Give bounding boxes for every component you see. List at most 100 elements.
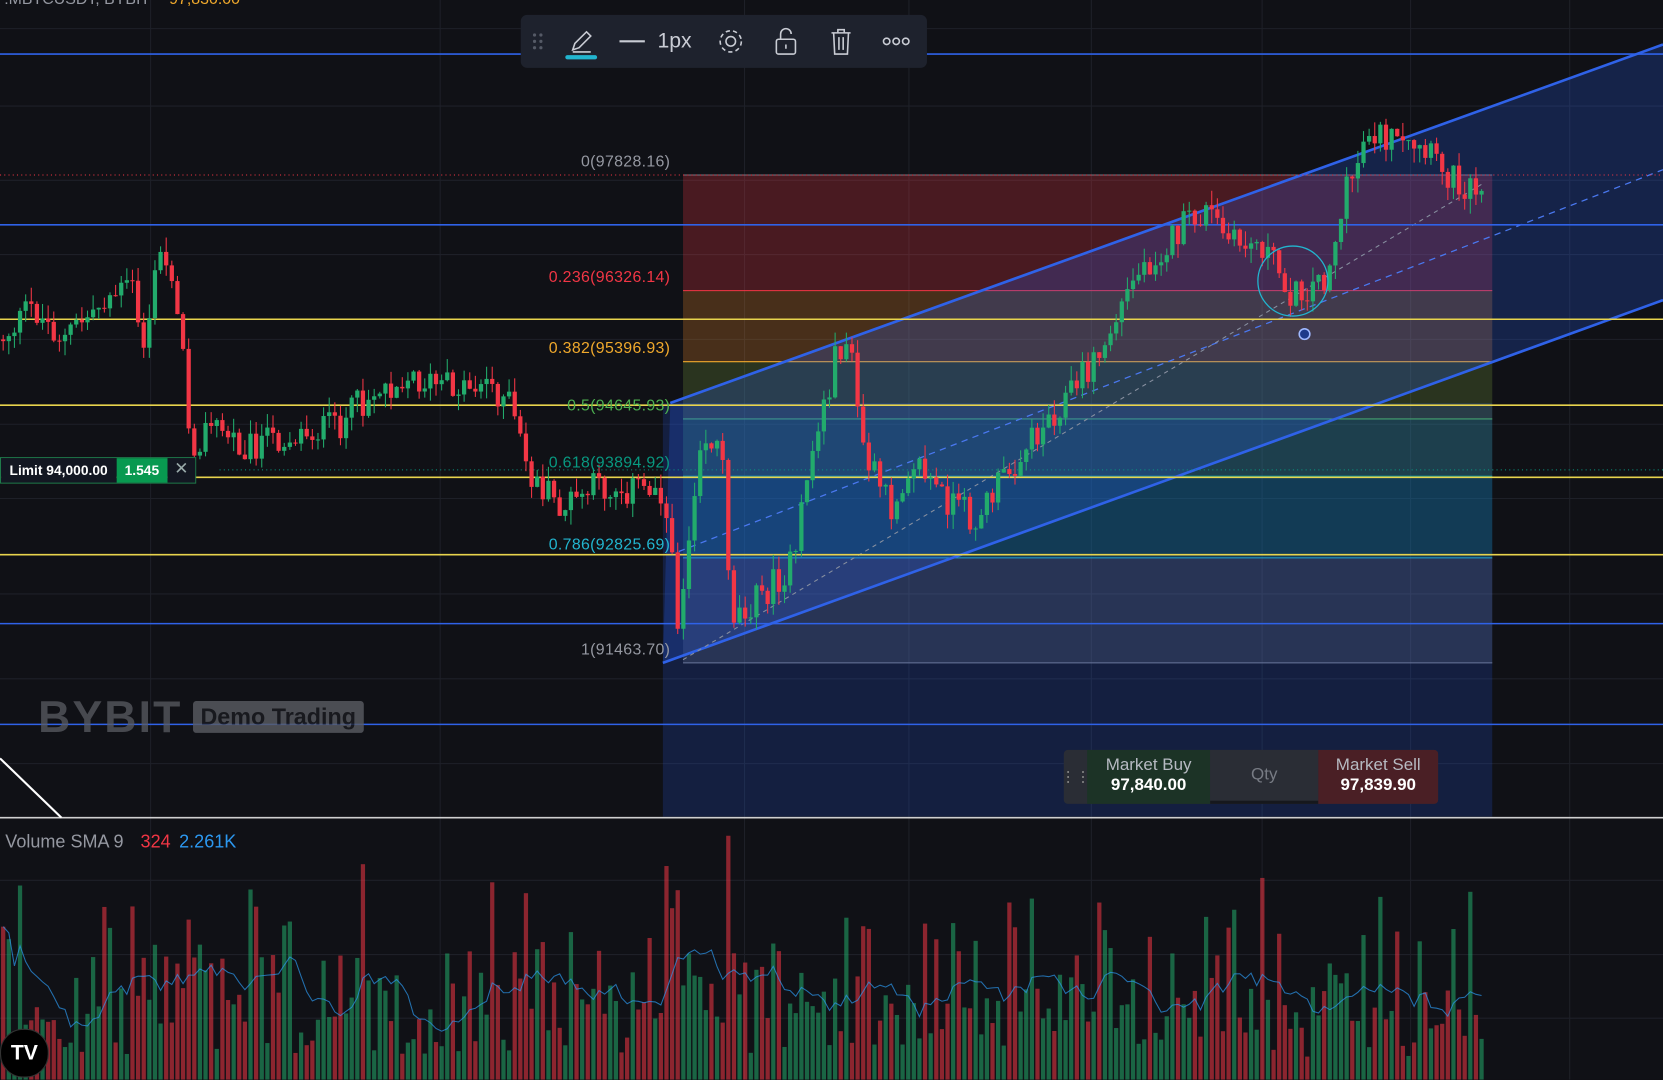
candle-body (1288, 291, 1293, 306)
candle-body (771, 569, 776, 605)
volume-bar (17, 885, 23, 1080)
volume-bar (220, 958, 225, 1080)
volume-label: Volume SMA 9 (5, 831, 124, 852)
candle-body (1468, 178, 1473, 199)
market-sell-price: 97,839.90 (1340, 776, 1417, 795)
candle-body (12, 332, 17, 337)
candle-body (332, 412, 337, 416)
volume-bar (613, 1001, 619, 1080)
candle-body (1473, 178, 1479, 195)
candle-body (1142, 262, 1147, 275)
candle-body (743, 607, 748, 619)
candle-body (119, 282, 124, 296)
candle-body (894, 501, 900, 520)
candle-body (1428, 143, 1434, 158)
qty-input[interactable]: Qty (1210, 749, 1319, 804)
drag-handle-icon[interactable] (521, 15, 555, 68)
volume-bar (641, 1002, 647, 1080)
candle-body (816, 431, 821, 451)
volume-bar (889, 1003, 894, 1080)
candle-body (276, 432, 281, 451)
candle-body (518, 416, 523, 434)
candle-body (96, 307, 101, 310)
candle-body (585, 493, 590, 496)
volume-bar (304, 1045, 309, 1080)
volume-bar (377, 977, 382, 1080)
volume-bar (1372, 1007, 1377, 1080)
candle-body (1277, 250, 1282, 274)
volume-bar (703, 1010, 708, 1080)
candle-body (62, 334, 68, 342)
candle-body (248, 433, 253, 460)
candle-body (726, 459, 731, 571)
volume-bar (788, 1003, 793, 1080)
limit-order-tag[interactable]: Limit 94,000.00 1.545 ✕ (0, 457, 197, 484)
settings-icon[interactable] (703, 15, 758, 68)
candle-body (596, 473, 602, 478)
candle-body (1299, 281, 1304, 301)
volume-bar (1159, 1039, 1164, 1080)
volume-legend[interactable]: Volume SMA 9 324 2.261K (5, 832, 236, 853)
volume-bar (147, 999, 152, 1080)
volume-bar (298, 1032, 304, 1080)
candle-body (821, 399, 826, 432)
volume-bar (506, 1050, 512, 1080)
market-sell-button[interactable]: Market Sell 97,839.90 (1318, 749, 1439, 804)
candle-body (563, 510, 568, 516)
candle-body (29, 301, 34, 304)
market-buy-button[interactable]: Market Buy 97,840.00 (1087, 749, 1211, 804)
volume-bar (1383, 1019, 1389, 1080)
candle-body (1406, 140, 1411, 142)
candle-body (1456, 165, 1462, 195)
candle-body (906, 478, 911, 494)
volume-bar (759, 966, 765, 1080)
candle-body (692, 496, 697, 541)
volume-bar (911, 1003, 916, 1080)
pencil-icon[interactable] (555, 15, 608, 68)
volume-bar (838, 1031, 843, 1080)
volume-bar (596, 950, 602, 1080)
candle-body (433, 373, 439, 385)
candle-body (782, 585, 787, 592)
candle-body (1091, 352, 1096, 382)
candle-body (669, 518, 675, 553)
candle-body (934, 477, 939, 485)
candle-body (192, 428, 197, 456)
candle-body (304, 428, 309, 437)
volume-bar (799, 972, 804, 1080)
close-icon[interactable]: ✕ (167, 458, 196, 483)
candle-body (1119, 301, 1124, 323)
candle-body (17, 310, 23, 333)
volume-bar (726, 835, 731, 1080)
candle-body (613, 491, 619, 498)
candle-body (209, 422, 214, 426)
volume-bar (962, 1007, 967, 1080)
volume-bar (951, 923, 956, 1080)
drawing-toolbar: 1px (520, 14, 927, 68)
candle-body (478, 384, 484, 392)
volume-bar (1338, 983, 1344, 1080)
candle-body (152, 270, 158, 319)
volume-bar (563, 1045, 568, 1080)
grip-icon[interactable]: ⋮⋮ (1064, 767, 1091, 785)
volume-bar (276, 992, 281, 1080)
candle-body (956, 493, 961, 500)
limit-order-qty[interactable]: 1.545 (116, 458, 168, 483)
more-icon[interactable] (869, 15, 924, 68)
volume-bar (1069, 977, 1074, 1080)
candle-body (124, 280, 129, 283)
volume-bar (461, 996, 467, 1080)
tradingview-logo[interactable]: TV (0, 1028, 49, 1078)
volume-bar (1147, 936, 1153, 1080)
volume-bar (945, 1003, 950, 1080)
candle-body (417, 371, 422, 392)
volume-bar (164, 956, 169, 1080)
candle-body (827, 397, 832, 400)
candle-body (1102, 345, 1108, 358)
trash-icon[interactable] (813, 15, 868, 68)
line-width-button[interactable]: 1px (608, 15, 703, 68)
unlock-icon[interactable] (758, 15, 813, 68)
volume-bar (237, 994, 242, 1080)
